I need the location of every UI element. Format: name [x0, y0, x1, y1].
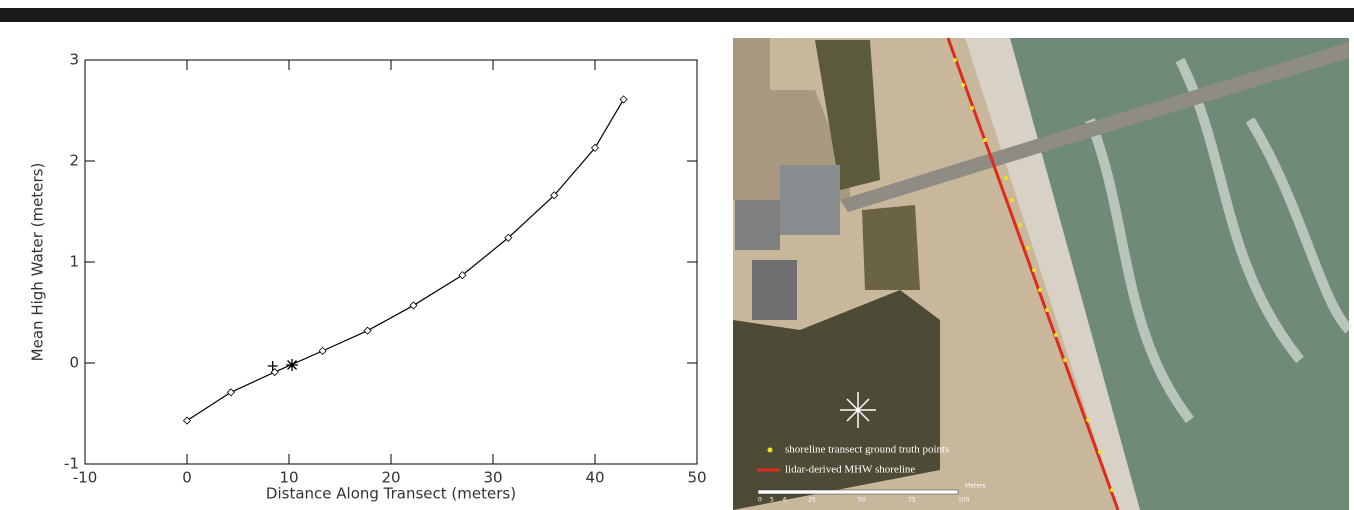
scale-label: 5	[770, 497, 774, 504]
figure: Distance Along Transect (meters) Mean Hi…	[0, 0, 1354, 510]
chart: Distance Along Transect (meters) Mean Hi…	[29, 51, 707, 503]
point	[227, 389, 234, 396]
scale-bar	[758, 490, 958, 494]
aerial-map: shoreline transect ground truth points l…	[733, 38, 1349, 510]
scale-label: Meters	[965, 483, 986, 490]
legend-point	[768, 448, 773, 453]
scale-label: 6	[783, 497, 787, 504]
scale-label: 50	[858, 497, 866, 504]
x-tick-label: 50	[687, 469, 706, 487]
x-tick-label: 0	[182, 469, 192, 487]
y-tick-label: 0	[69, 354, 79, 372]
plot-frame	[85, 60, 697, 464]
scale-label: 75	[908, 497, 916, 504]
y-tick-label: 2	[69, 152, 79, 170]
y-tick-label: 1	[69, 253, 79, 271]
legend-label: shoreline transect ground truth points	[785, 444, 949, 456]
parking	[735, 200, 780, 250]
point	[620, 96, 627, 103]
vegetation	[862, 205, 920, 290]
y-tick-label: -1	[64, 455, 79, 473]
point	[410, 302, 417, 309]
scale-label: 25	[808, 497, 816, 504]
building	[752, 260, 797, 320]
header-bar	[0, 8, 1354, 22]
page: Distance Along Transect (meters) Mean Hi…	[0, 0, 1354, 510]
scale-label: 0	[758, 497, 762, 504]
scale-label: 100	[958, 497, 970, 504]
x-tick-label: 20	[381, 469, 400, 487]
point	[184, 417, 191, 424]
point	[364, 327, 371, 334]
x-axis-label: Distance Along Transect (meters)	[266, 485, 516, 503]
y-tick-label: 3	[69, 51, 79, 69]
line	[187, 99, 624, 420]
x-tick-label: 40	[585, 469, 604, 487]
x-tick-label: 10	[279, 469, 298, 487]
legend-label: lidar-derived MHW shoreline	[785, 464, 915, 476]
point	[319, 347, 326, 354]
point	[286, 359, 298, 371]
building	[780, 165, 840, 235]
x-tick-label: 30	[483, 469, 502, 487]
y-axis-label: Mean High Water (meters)	[29, 163, 47, 362]
